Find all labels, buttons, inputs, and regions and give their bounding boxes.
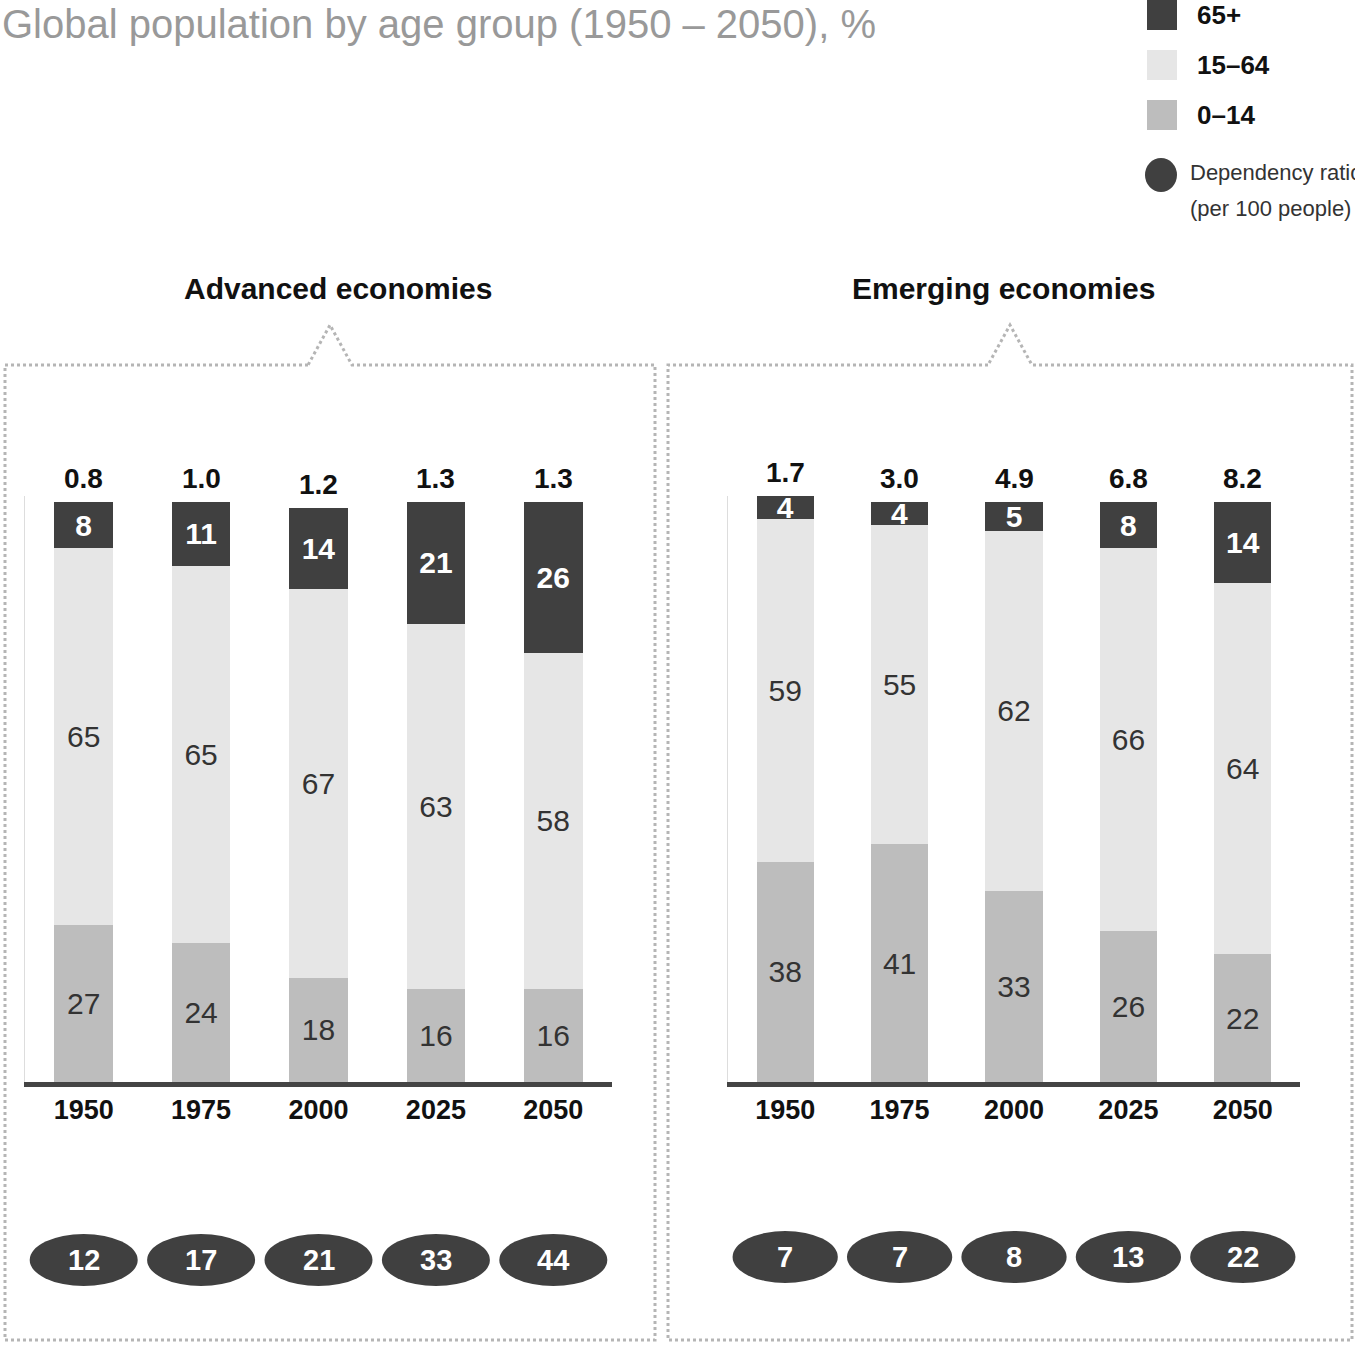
svg-text:0–14: 0–14: [1197, 100, 1255, 130]
svg-text:14: 14: [1226, 526, 1260, 559]
svg-text:11: 11: [185, 517, 217, 550]
svg-text:22: 22: [1226, 1002, 1259, 1035]
svg-text:12: 12: [68, 1244, 100, 1276]
svg-text:1.0: 1.0: [182, 463, 221, 494]
svg-text:66: 66: [1112, 723, 1145, 756]
svg-text:65: 65: [67, 720, 100, 753]
svg-text:59: 59: [769, 674, 802, 707]
svg-text:1975: 1975: [870, 1095, 930, 1125]
svg-text:2000: 2000: [984, 1095, 1044, 1125]
svg-text:Emerging economies: Emerging economies: [852, 272, 1155, 305]
svg-text:26: 26: [1112, 990, 1145, 1023]
svg-text:4.9: 4.9: [995, 463, 1034, 494]
svg-text:2050: 2050: [1213, 1095, 1273, 1125]
svg-text:24: 24: [184, 996, 217, 1029]
svg-text:17: 17: [185, 1244, 217, 1276]
svg-text:7: 7: [777, 1241, 793, 1273]
svg-text:14: 14: [302, 532, 336, 565]
svg-text:1.3: 1.3: [534, 463, 573, 494]
svg-text:21: 21: [419, 546, 452, 579]
svg-text:67: 67: [302, 767, 335, 800]
svg-text:18: 18: [302, 1013, 335, 1046]
svg-text:58: 58: [537, 804, 570, 837]
svg-text:38: 38: [769, 955, 802, 988]
svg-text:65+: 65+: [1197, 0, 1241, 30]
svg-text:4: 4: [891, 497, 908, 530]
svg-text:8.2: 8.2: [1223, 463, 1262, 494]
svg-text:63: 63: [419, 790, 452, 823]
svg-text:2050: 2050: [523, 1095, 583, 1125]
svg-text:Dependency ratio: Dependency ratio: [1190, 160, 1355, 185]
svg-text:7: 7: [892, 1241, 908, 1273]
svg-text:27: 27: [67, 987, 100, 1020]
svg-text:1.3: 1.3: [416, 463, 455, 494]
svg-text:44: 44: [537, 1244, 569, 1276]
svg-text:13: 13: [1112, 1241, 1144, 1273]
svg-text:33: 33: [420, 1244, 452, 1276]
svg-text:65: 65: [184, 738, 217, 771]
svg-text:1950: 1950: [755, 1095, 815, 1125]
svg-text:1.2: 1.2: [299, 469, 338, 500]
svg-text:16: 16: [537, 1019, 570, 1052]
svg-text:62: 62: [997, 694, 1030, 727]
svg-text:Global population by age group: Global population by age group (1950 – 2…: [2, 2, 876, 46]
svg-text:(per 100 people): (per 100 people): [1190, 196, 1351, 221]
svg-text:15–64: 15–64: [1197, 50, 1270, 80]
svg-text:26: 26: [537, 561, 570, 594]
svg-text:41: 41: [883, 947, 916, 980]
svg-text:5: 5: [1006, 500, 1023, 533]
svg-text:8: 8: [75, 509, 92, 542]
svg-text:6.8: 6.8: [1109, 463, 1148, 494]
svg-text:33: 33: [997, 970, 1030, 1003]
svg-text:4: 4: [777, 491, 794, 524]
svg-text:22: 22: [1227, 1241, 1259, 1273]
svg-text:8: 8: [1120, 509, 1137, 542]
svg-text:3.0: 3.0: [880, 463, 919, 494]
svg-text:0.8: 0.8: [64, 463, 103, 494]
svg-text:1975: 1975: [171, 1095, 231, 1125]
svg-text:2025: 2025: [1098, 1095, 1158, 1125]
svg-text:2000: 2000: [288, 1095, 348, 1125]
svg-text:1.7: 1.7: [766, 457, 805, 488]
svg-text:2025: 2025: [406, 1095, 466, 1125]
svg-text:1950: 1950: [54, 1095, 114, 1125]
svg-text:64: 64: [1226, 752, 1259, 785]
svg-text:55: 55: [883, 668, 916, 701]
svg-text:Advanced economies: Advanced economies: [184, 272, 492, 305]
svg-text:16: 16: [419, 1019, 452, 1052]
svg-text:21: 21: [303, 1244, 335, 1276]
svg-text:8: 8: [1006, 1241, 1022, 1273]
